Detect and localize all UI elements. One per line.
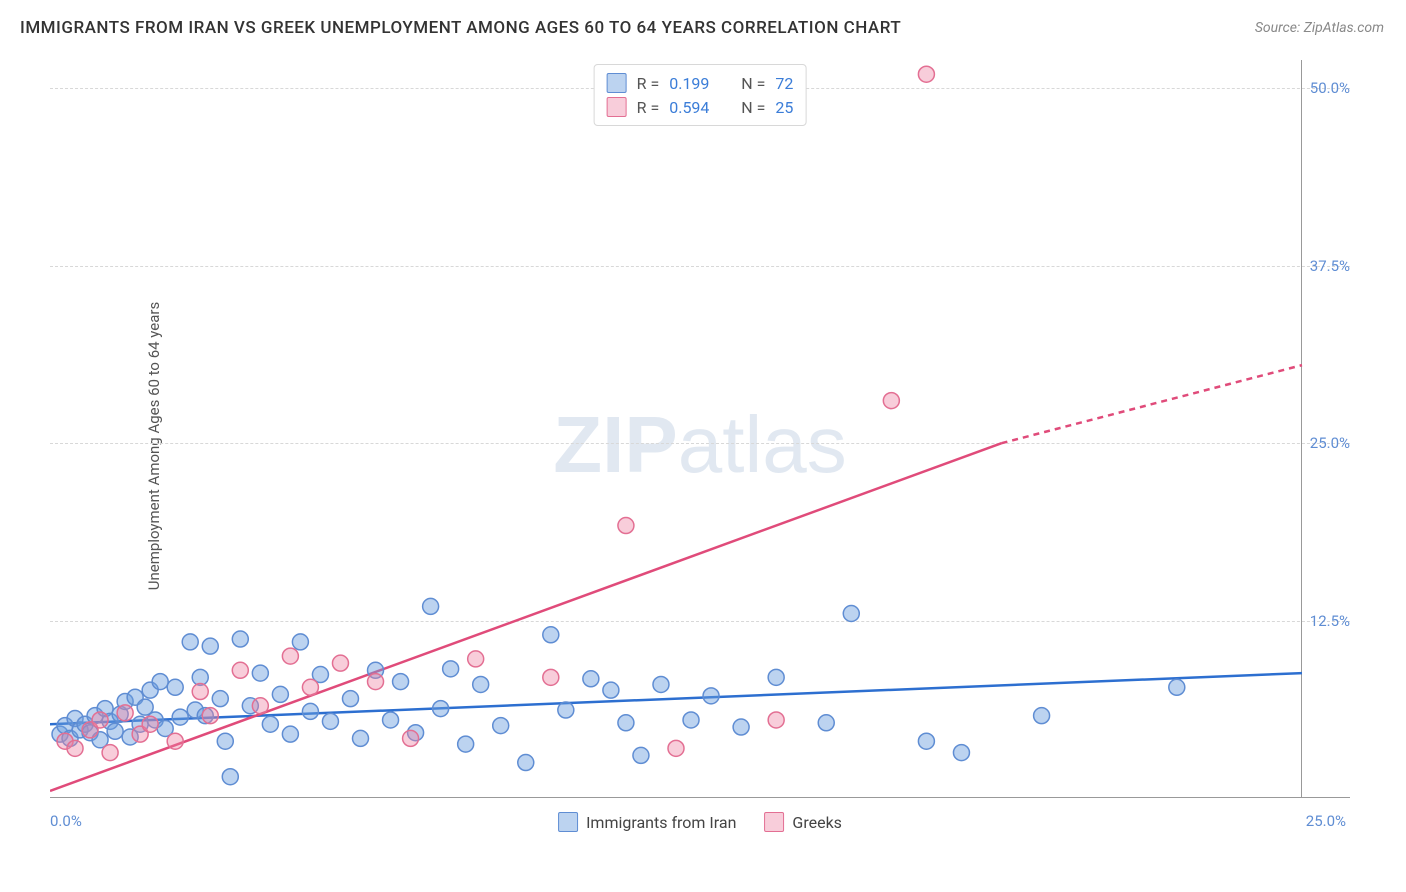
r-value-iran: 0.199 (669, 74, 723, 93)
point-iran (182, 634, 198, 650)
point-iran (393, 674, 409, 690)
n-label: N = (741, 98, 765, 117)
point-iran (543, 627, 559, 643)
point-iran (518, 755, 534, 771)
point-greeks (368, 674, 384, 690)
point-iran (272, 686, 288, 702)
point-iran (352, 730, 368, 746)
point-iran (703, 688, 719, 704)
point-iran (603, 682, 619, 698)
legend-item-greeks: Greeks (764, 812, 842, 832)
point-greeks (302, 679, 318, 695)
point-iran (653, 676, 669, 692)
point-iran (322, 713, 338, 729)
n-value-iran: 72 (775, 74, 793, 93)
chart-title: IMMIGRANTS FROM IRAN VS GREEK UNEMPLOYME… (20, 18, 901, 38)
point-iran (423, 598, 439, 614)
point-iran (583, 671, 599, 687)
legend-item-iran: Immigrants from Iran (558, 812, 736, 832)
point-greeks (668, 740, 684, 756)
point-greeks (883, 393, 899, 409)
point-iran (1169, 679, 1185, 695)
point-iran (172, 709, 188, 725)
point-greeks (252, 698, 268, 714)
point-greeks (768, 712, 784, 728)
point-iran (202, 638, 218, 654)
point-greeks (543, 669, 559, 685)
point-iran (843, 606, 859, 622)
x-tick-max: 25.0% (1306, 812, 1346, 830)
point-iran (282, 726, 298, 742)
legend-swatch-greeks (607, 97, 627, 117)
point-iran (222, 769, 238, 785)
legend-swatch-iran (607, 73, 627, 93)
plot-area: ZIPatlas 12.5%25.0%37.5%50.0% R = 0.199 … (50, 60, 1350, 830)
point-greeks (67, 740, 83, 756)
correlation-legend: R = 0.199 N = 72 R = 0.594 N = 25 (594, 64, 807, 126)
point-iran (1034, 708, 1050, 724)
point-greeks (202, 708, 218, 724)
n-value-greeks: 25 (775, 98, 793, 117)
point-greeks (167, 733, 183, 749)
point-iran (302, 703, 318, 719)
point-iran (167, 679, 183, 695)
point-greeks (142, 716, 158, 732)
point-greeks (232, 662, 248, 678)
point-iran (212, 691, 228, 707)
x-tick-min: 0.0% (50, 812, 82, 830)
series-legend: Immigrants from Iran Greeks (558, 812, 842, 832)
correlation-row-iran: R = 0.199 N = 72 (607, 71, 794, 95)
point-iran (683, 712, 699, 728)
point-greeks (192, 684, 208, 700)
point-iran (618, 715, 634, 731)
n-label: N = (741, 74, 765, 93)
point-iran (217, 733, 233, 749)
point-iran (383, 712, 399, 728)
point-iran (493, 718, 509, 734)
legend-swatch-iran (558, 812, 578, 832)
correlation-row-greeks: R = 0.594 N = 25 (607, 95, 794, 119)
point-iran (458, 736, 474, 752)
point-greeks (92, 712, 108, 728)
trendline-iran (50, 673, 1302, 724)
source-attribution: Source: ZipAtlas.com (1255, 20, 1384, 36)
point-greeks (618, 518, 634, 534)
r-value-greeks: 0.594 (669, 98, 723, 117)
point-iran (443, 661, 459, 677)
point-iran (232, 631, 248, 647)
point-greeks (282, 648, 298, 664)
point-greeks (117, 705, 133, 721)
point-greeks (918, 66, 934, 82)
point-iran (107, 723, 123, 739)
point-iran (918, 733, 934, 749)
legend-swatch-greeks (764, 812, 784, 832)
point-iran (342, 691, 358, 707)
scatter-svg (50, 60, 1350, 830)
point-greeks (403, 730, 419, 746)
point-iran (633, 747, 649, 763)
point-iran (252, 665, 268, 681)
point-iran (152, 674, 168, 690)
point-greeks (468, 651, 484, 667)
point-greeks (332, 655, 348, 671)
point-iran (433, 701, 449, 717)
trendline-greeks-extrapolated (1002, 365, 1302, 443)
legend-label-iran: Immigrants from Iran (586, 813, 736, 832)
legend-label-greeks: Greeks (792, 813, 842, 832)
point-iran (262, 716, 278, 732)
point-iran (733, 719, 749, 735)
r-label: R = (637, 74, 660, 93)
point-iran (473, 676, 489, 692)
point-iran (292, 634, 308, 650)
r-label: R = (637, 98, 660, 117)
point-iran (818, 715, 834, 731)
point-iran (768, 669, 784, 685)
point-greeks (102, 745, 118, 761)
point-iran (953, 745, 969, 761)
point-iran (558, 702, 574, 718)
